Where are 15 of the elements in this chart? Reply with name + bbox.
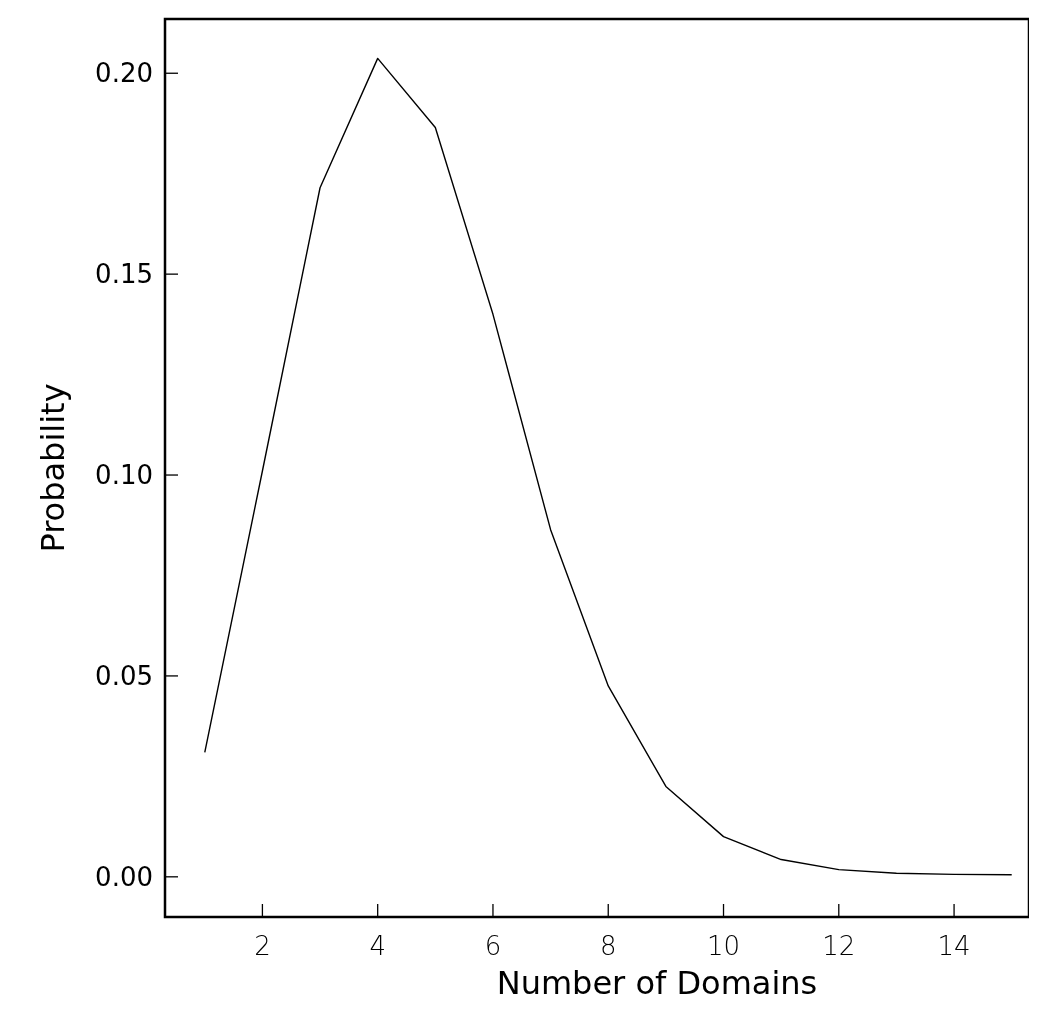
y-tick-label: 0.00 <box>95 861 153 892</box>
x-axis-title: Number of Domains <box>496 964 818 1002</box>
line-series <box>204 57 1013 876</box>
y-tick-label: 0.05 <box>95 661 153 692</box>
x-tick-label: 4 <box>369 931 386 961</box>
y-tick-label: 0.20 <box>95 58 153 89</box>
x-tick-label: 2 <box>254 931 271 961</box>
x-tick-label: 14 <box>937 931 971 961</box>
y-tick-label: 0.10 <box>95 460 153 491</box>
y-tick-label: 0.15 <box>95 259 153 290</box>
x-tick-label: 12 <box>822 931 856 961</box>
y-axis-title: Probability <box>34 383 72 553</box>
x-tick-label: 10 <box>706 931 741 961</box>
x-tick-label: 8 <box>599 931 617 961</box>
x-tick-label: 6 <box>484 931 502 961</box>
